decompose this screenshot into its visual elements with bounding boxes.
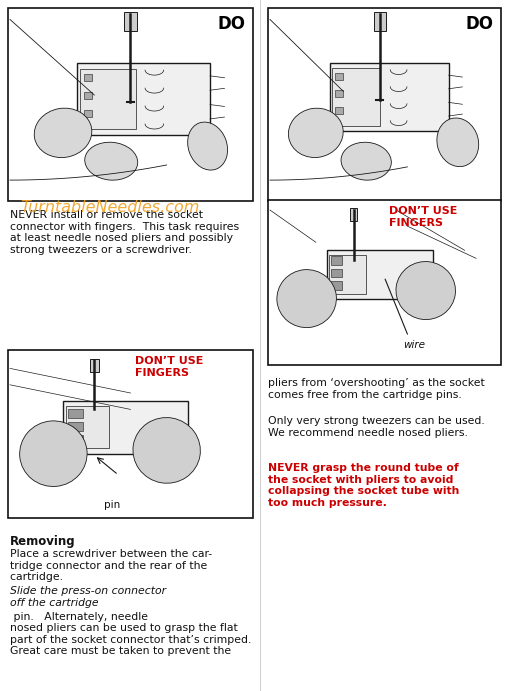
Ellipse shape [85,142,137,180]
Bar [374,12,386,31]
Text: NEVER grasp the round tube of
the socket with pliers to avoid
collapsing the soc: NEVER grasp the round tube of the socket… [268,463,460,508]
Bar [77,63,210,135]
Ellipse shape [396,262,456,319]
Bar [331,281,342,290]
Ellipse shape [341,142,391,180]
Bar [331,256,342,265]
Ellipse shape [34,108,92,158]
Text: pin: pin [104,500,120,509]
Bar [8,350,253,518]
Text: Slide the press-on connector
off the cartridge: Slide the press-on connector off the car… [10,587,166,608]
Bar [329,255,366,294]
Bar [10,352,251,516]
Bar [329,63,448,131]
Ellipse shape [437,118,478,167]
Text: DO: DO [218,15,246,33]
Text: TurntableNeedles.com: TurntableNeedles.com [20,200,200,215]
Bar [270,10,499,199]
Bar [10,10,251,199]
Bar [125,12,136,31]
Text: wire: wire [403,341,425,350]
Bar [68,408,83,418]
Text: DON’T USE
FINGERS: DON’T USE FINGERS [135,356,204,377]
Bar [68,422,83,431]
Ellipse shape [188,122,228,170]
Ellipse shape [289,108,343,158]
Bar [335,73,343,80]
Bar [84,110,92,117]
Bar [66,406,109,448]
Bar [332,68,380,126]
Bar [331,269,342,277]
Text: Place a screwdriver between the car-
tridge connector and the rear of the
cartri: Place a screwdriver between the car- tri… [10,549,212,583]
Bar [8,8,253,201]
Bar [350,209,357,221]
Ellipse shape [277,269,336,328]
Bar [63,401,188,454]
Bar [335,107,343,114]
Bar [84,74,92,82]
Text: DO: DO [466,15,494,33]
Bar [84,92,92,100]
Bar [80,68,136,129]
Text: pliers from ‘overshooting’ as the socket
comes free from the cartridge pins.: pliers from ‘overshooting’ as the socket… [268,378,485,399]
Bar [327,250,433,299]
Text: Only very strong tweezers can be used.
We recommend needle nosed pliers.: Only very strong tweezers can be used. W… [268,416,485,437]
Bar [270,202,499,363]
Ellipse shape [20,421,87,486]
Bar [335,90,343,97]
Bar [268,200,501,365]
Bar [268,8,501,201]
Text: pin.   Alternately, needle
nosed pliers can be used to grasp the flat
part of th: pin. Alternately, needle nosed pliers ca… [10,612,251,656]
Bar [90,359,99,372]
Text: DON’T USE
FINGERS: DON’T USE FINGERS [389,206,458,227]
Text: Removing: Removing [10,535,76,548]
Ellipse shape [133,417,201,483]
Bar [68,435,83,444]
Text: NEVER install or remove the socket
connector with fingers.  This task requires
a: NEVER install or remove the socket conne… [10,210,239,255]
